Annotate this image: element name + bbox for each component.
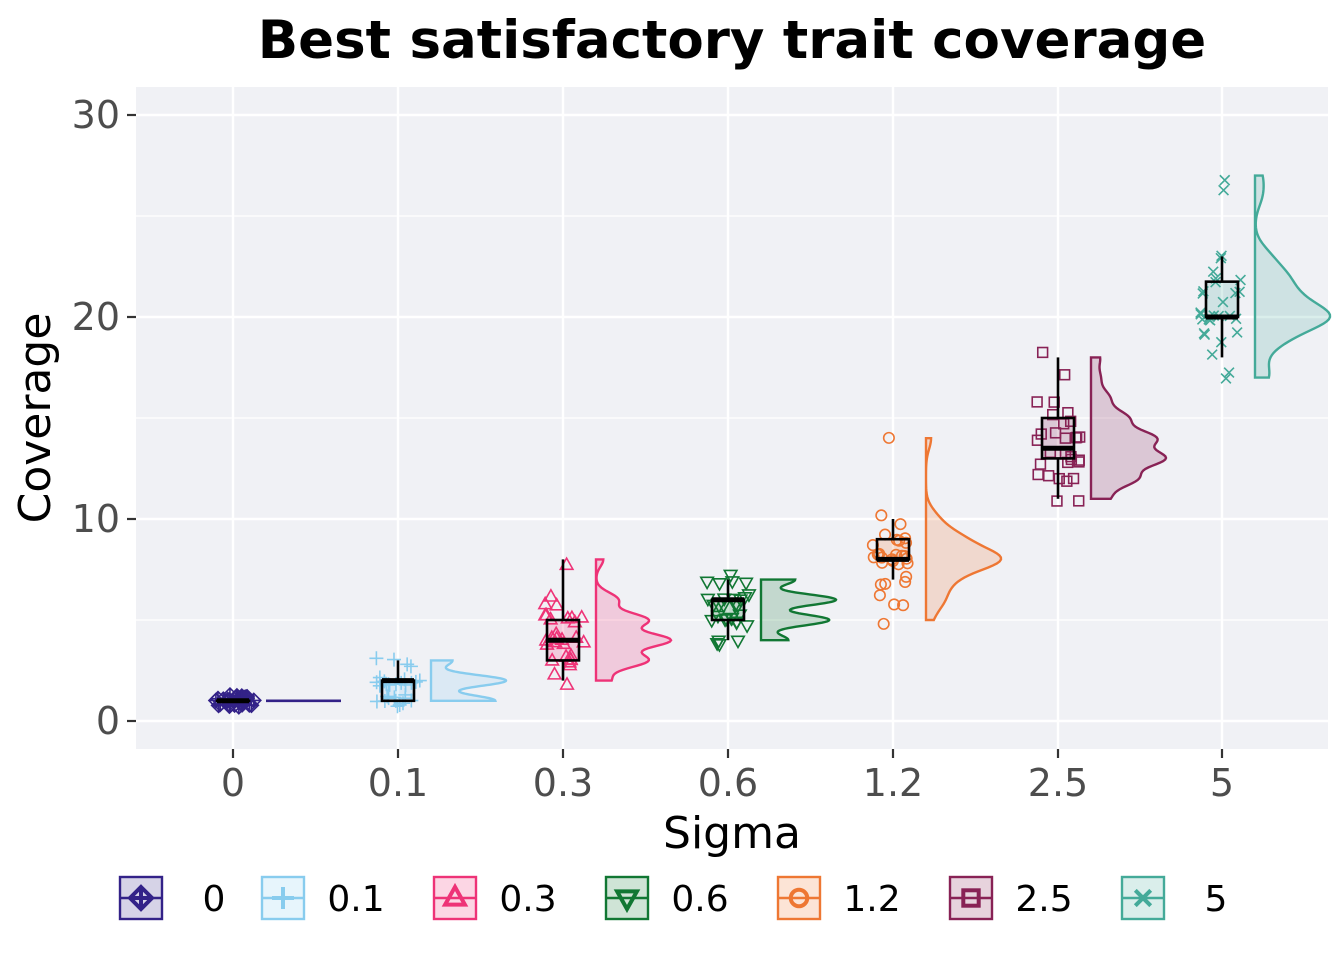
x-tick-label: 0: [221, 761, 245, 805]
x-tick-label: 0.1: [368, 761, 428, 805]
box-iqr: [877, 539, 909, 559]
legend-label: 5: [1205, 879, 1228, 920]
x-axis-label: Sigma: [663, 808, 801, 859]
legend-label: 2.5: [1015, 879, 1072, 920]
x-tick-label: 0.6: [698, 761, 758, 805]
y-tick-label: 0: [96, 699, 120, 743]
legend-label: 0.3: [499, 879, 556, 920]
chart-title: Best satisfactory trait coverage: [258, 10, 1206, 71]
x-tick-label: 1.2: [863, 761, 923, 805]
y-tick-label: 30: [72, 93, 120, 137]
box-iqr: [712, 600, 744, 620]
x-tick-label: 0.3: [533, 761, 593, 805]
x-tick-label: 5: [1210, 761, 1234, 805]
box-iqr: [1206, 282, 1238, 317]
legend-label: 0.6: [671, 879, 728, 920]
x-tick-label: 2.5: [1028, 761, 1088, 805]
y-tick-label: 20: [72, 295, 120, 339]
legend-label: 0: [203, 879, 226, 920]
legend-label: 0.1: [327, 879, 384, 920]
legend-label: 1.2: [843, 879, 900, 920]
box-iqr: [382, 681, 414, 701]
box-iqr: [1042, 418, 1074, 458]
y-axis-label: Coverage: [10, 313, 61, 524]
y-tick-label: 10: [72, 497, 120, 541]
legend: 0 0.1 0.3 0.6 1.2 2.5 5: [120, 877, 1227, 920]
